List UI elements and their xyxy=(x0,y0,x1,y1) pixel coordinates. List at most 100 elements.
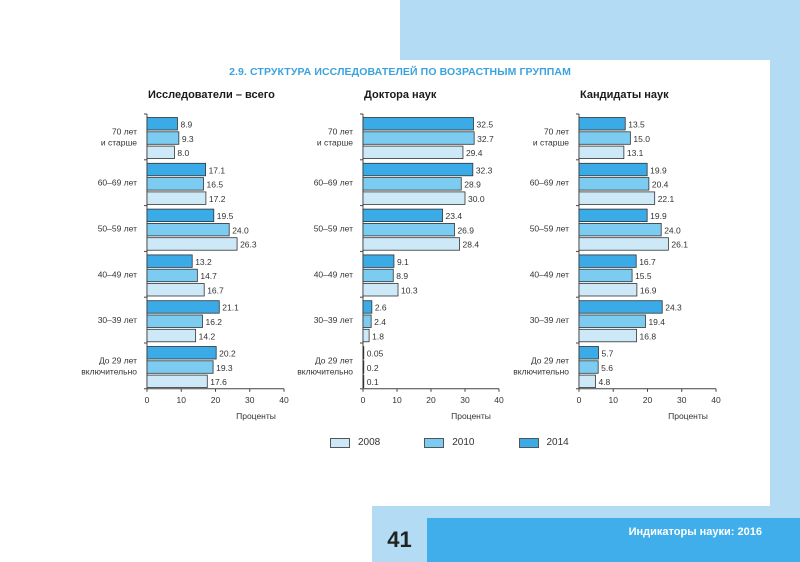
bar-2008 xyxy=(146,328,197,343)
data-label-2008: 13.1 xyxy=(627,148,644,158)
bar-2008 xyxy=(578,191,656,205)
data-label-2010: 16.2 xyxy=(205,317,222,327)
bar-2014 xyxy=(578,300,663,314)
bar-2008 xyxy=(578,283,638,297)
bar-2014 xyxy=(362,300,373,314)
data-label-2008: 16.7 xyxy=(207,286,224,296)
background-block-top xyxy=(400,0,800,60)
category-label: До 29 лет xyxy=(531,355,569,365)
data-label-2008: 22.1 xyxy=(658,194,675,204)
data-label-2010: 32.7 xyxy=(477,134,494,144)
data-label-2014: 32.5 xyxy=(477,120,494,130)
category-label: и старше xyxy=(101,137,137,147)
bar-2014 xyxy=(362,117,474,131)
bar-2008 xyxy=(578,237,669,251)
bar-2010 xyxy=(146,314,203,328)
data-label-2014: 17.1 xyxy=(209,165,226,175)
category-label: 50–59 лет xyxy=(530,224,569,234)
category-label: 30–39 лет xyxy=(314,315,353,325)
data-label-2008: 16.8 xyxy=(640,331,657,341)
category-label: 60–69 лет xyxy=(314,178,353,188)
category-label: До 29 лет xyxy=(99,355,137,365)
bar-2014 xyxy=(146,254,193,268)
legend-item-2014: 2014 xyxy=(518,437,569,448)
bar-2008 xyxy=(146,145,175,160)
data-label-2014: 23.4 xyxy=(446,211,463,221)
data-label-2014: 16.7 xyxy=(639,257,656,267)
category-label: До 29 лет xyxy=(315,355,353,365)
data-label-2014: 19.9 xyxy=(650,211,667,221)
data-label-2008: 10.3 xyxy=(401,286,418,296)
bar-2014 xyxy=(578,117,626,131)
category-label: 30–39 лет xyxy=(98,315,137,325)
category-label: 50–59 лет xyxy=(98,224,137,234)
bar-2008 xyxy=(362,283,399,297)
bar-2008 xyxy=(362,145,464,160)
panel-title-doctors: Доктора наук xyxy=(364,89,437,101)
bar-2008 xyxy=(362,374,365,389)
bar-2014 xyxy=(362,346,365,360)
bar-2014 xyxy=(146,117,178,131)
x-tick-label: 10 xyxy=(177,395,187,405)
bar-2014 xyxy=(578,162,648,177)
category-label: 70 лет xyxy=(544,126,569,136)
legend-item-2008: 2008 xyxy=(330,437,380,448)
data-label-2008: 1.8 xyxy=(372,331,384,341)
bar-2014 xyxy=(146,346,217,360)
bar-2010 xyxy=(578,268,633,283)
data-label-2010: 5.6 xyxy=(601,363,613,373)
bar-2010 xyxy=(578,131,631,145)
background-block-right xyxy=(770,0,800,562)
data-label-2010: 26.9 xyxy=(457,225,474,235)
data-label-2010: 20.4 xyxy=(652,180,669,190)
category-label: 60–69 лет xyxy=(98,178,137,188)
data-label-2010: 0.2 xyxy=(367,363,379,373)
data-label-2008: 0.1 xyxy=(367,377,379,387)
bar-2014 xyxy=(146,208,215,223)
category-label: включительно xyxy=(81,366,137,376)
category-label: 70 лет xyxy=(328,126,353,136)
data-label-2008: 8.0 xyxy=(177,148,189,158)
data-label-2014: 24.3 xyxy=(665,303,682,313)
footer-publication-title: Индикаторы науки: 2016 xyxy=(628,526,762,538)
bar-2008 xyxy=(146,191,207,205)
category-label: и старше xyxy=(317,137,353,147)
data-label-2014: 19.9 xyxy=(650,165,667,175)
data-label-2014: 13.2 xyxy=(195,257,212,267)
category-label: включительно xyxy=(513,366,569,376)
bar-2010 xyxy=(146,222,230,237)
legend-label-2014: 2014 xyxy=(546,437,569,448)
data-label-2008: 28.4 xyxy=(463,240,480,250)
category-label: 40–49 лет xyxy=(98,269,137,279)
bar-2010 xyxy=(362,131,475,145)
legend-swatch-2010 xyxy=(424,437,445,448)
data-label-2014: 0.05 xyxy=(367,349,384,359)
x-axis-title-doctors: Проценты xyxy=(451,411,491,421)
bar-2008 xyxy=(146,283,205,297)
bar-2010 xyxy=(146,177,204,191)
bar-2008 xyxy=(578,374,596,389)
x-tick-label: 40 xyxy=(279,395,289,405)
x-tick-label: 20 xyxy=(211,395,221,405)
data-label-2010: 28.9 xyxy=(464,180,481,190)
legend-swatch-2008 xyxy=(330,437,350,448)
x-tick-label: 20 xyxy=(643,395,653,405)
data-label-2014: 32.3 xyxy=(476,165,493,175)
data-label-2010: 8.9 xyxy=(396,271,408,281)
x-tick-label: 40 xyxy=(494,395,504,405)
x-axis-title-all-researchers: Проценты xyxy=(236,411,276,421)
x-tick-label: 30 xyxy=(245,395,255,405)
panel-title-candidates: Кандидаты наук xyxy=(580,89,669,101)
data-label-2008: 29.4 xyxy=(466,148,483,158)
data-label-2010: 19.3 xyxy=(216,363,233,373)
category-label: включительно xyxy=(297,366,353,376)
x-tick-label: 20 xyxy=(426,395,436,405)
data-label-2008: 14.2 xyxy=(199,331,216,341)
bar-2010 xyxy=(146,360,214,374)
data-label-2014: 5.7 xyxy=(602,349,614,359)
category-label: 60–69 лет xyxy=(530,178,569,188)
page-number: 41 xyxy=(387,527,412,552)
bar-2010 xyxy=(362,268,394,283)
data-label-2008: 30.0 xyxy=(468,194,485,204)
data-label-2014: 13.5 xyxy=(628,120,645,130)
